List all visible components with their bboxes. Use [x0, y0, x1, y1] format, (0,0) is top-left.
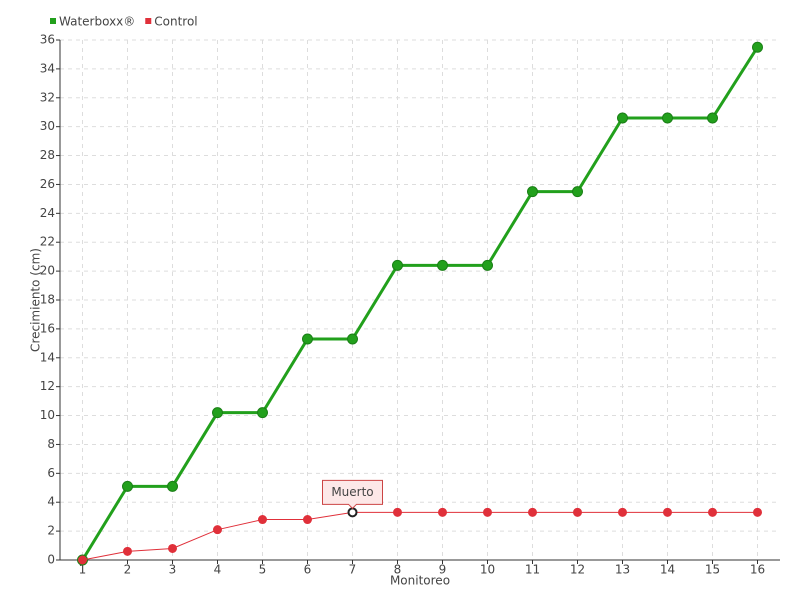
y-tick-label: 4 [47, 495, 55, 509]
data-point [663, 507, 672, 517]
data-point [617, 112, 628, 124]
y-tick-label: 26 [40, 177, 55, 191]
data-point [302, 333, 313, 345]
data-point [167, 480, 178, 492]
series-line [81, 46, 759, 561]
series-line [82, 511, 758, 561]
data-point [347, 333, 358, 345]
legend-swatch [145, 18, 152, 24]
x-tick-label: 2 [124, 563, 132, 577]
y-tick-label: 2 [47, 524, 55, 538]
data-point [707, 112, 718, 124]
data-point [347, 507, 358, 518]
data-point [123, 546, 132, 556]
data-point [573, 507, 582, 517]
x-tick-label: 16 [750, 563, 765, 577]
annotation-text: Muerto [331, 485, 373, 499]
x-tick-label: 8 [394, 563, 402, 577]
data-point [213, 525, 222, 535]
y-axis-label: Crecimiento (cm) [29, 248, 43, 352]
data-point [527, 186, 538, 198]
data-point [708, 507, 717, 517]
data-point [483, 507, 492, 517]
y-tick-label: 32 [40, 90, 55, 104]
data-point [752, 41, 763, 53]
y-tick-label: 14 [40, 350, 55, 364]
x-tick-label: 6 [304, 563, 312, 577]
y-tick-label: 6 [47, 466, 55, 480]
data-point [303, 515, 312, 525]
data-point [393, 507, 402, 517]
legend-label: Control [154, 15, 197, 29]
data-point [437, 259, 448, 271]
y-tick-label: 30 [40, 119, 55, 133]
y-tick-label: 28 [40, 148, 55, 162]
data-point [572, 186, 583, 198]
x-tick-label: 7 [349, 563, 357, 577]
x-tick-label: 4 [214, 563, 222, 577]
x-tick-label: 10 [480, 563, 495, 577]
data-point [662, 112, 673, 124]
y-tick-label: 34 [40, 61, 55, 75]
y-tick-label: 24 [40, 206, 55, 220]
x-tick-label: 11 [525, 563, 540, 577]
x-tick-label: 14 [660, 563, 675, 577]
data-point [528, 507, 537, 517]
legend-label: Waterboxx® [59, 15, 135, 29]
legend-swatch [50, 18, 56, 24]
x-tick-label: 9 [439, 563, 447, 577]
x-tick-label: 1 [79, 563, 87, 577]
x-tick-label: 15 [705, 563, 720, 577]
x-tick-label: 5 [259, 563, 267, 577]
y-tick-label: 12 [40, 379, 55, 393]
annotation: Muerto [322, 479, 383, 510]
y-tick-label: 20 [40, 264, 55, 278]
data-point [438, 507, 447, 517]
data-point [392, 259, 403, 271]
y-tick-label: 18 [40, 293, 55, 307]
annotation-box [322, 479, 383, 510]
y-tick-label: 16 [40, 321, 55, 335]
data-point [753, 507, 762, 517]
x-tick-label: 13 [615, 563, 630, 577]
data-point [482, 259, 493, 271]
data-point [257, 407, 268, 419]
y-tick-label: 8 [47, 437, 55, 451]
y-tick-label: 0 [47, 553, 55, 567]
data-point [122, 480, 133, 492]
data-point [78, 555, 87, 565]
y-tick-label: 36 [40, 33, 55, 47]
data-point [258, 515, 267, 525]
data-point [168, 543, 177, 553]
data-point [212, 407, 223, 419]
x-tick-label: 3 [169, 563, 177, 577]
x-axis-label: Monitoreo [390, 574, 450, 588]
x-tick-label: 12 [570, 563, 585, 577]
y-tick-label: 22 [40, 235, 55, 249]
data-point [618, 507, 627, 517]
y-tick-label: 10 [40, 408, 55, 422]
